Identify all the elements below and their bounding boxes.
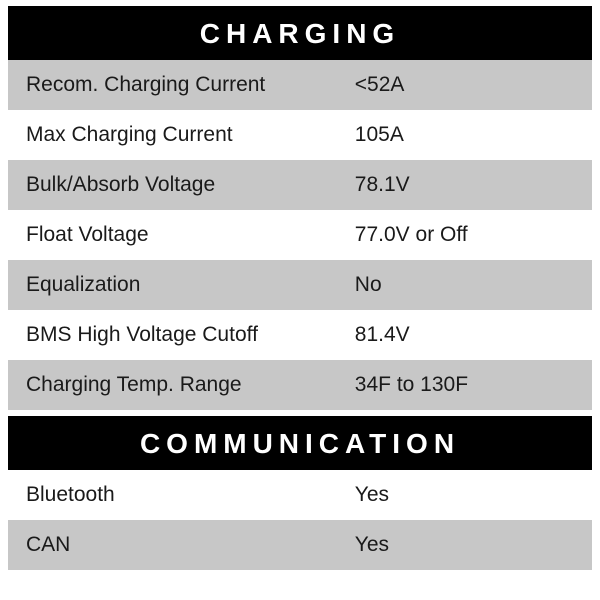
charging-rows: Recom. Charging Current<52AMax Charging … [8, 60, 592, 410]
row-value: 34F to 130F [355, 373, 574, 397]
row-label: Charging Temp. Range [26, 373, 355, 397]
row-value: 78.1V [355, 173, 574, 197]
table-row: Charging Temp. Range34F to 130F [8, 360, 592, 410]
table-row: BMS High Voltage Cutoff81.4V [8, 310, 592, 360]
communication-rows: BluetoothYesCANYes [8, 470, 592, 570]
row-value: Yes [355, 483, 574, 507]
table-row: BluetoothYes [8, 470, 592, 520]
row-value: Yes [355, 533, 574, 557]
row-label: Bulk/Absorb Voltage [26, 173, 355, 197]
row-label: Recom. Charging Current [26, 73, 355, 97]
table-row: Recom. Charging Current<52A [8, 60, 592, 110]
row-label: Max Charging Current [26, 123, 355, 147]
row-value: 105A [355, 123, 574, 147]
row-value: 81.4V [355, 323, 574, 347]
section-header-charging: CHARGING [8, 6, 592, 60]
row-label: CAN [26, 533, 355, 557]
row-label: Bluetooth [26, 483, 355, 507]
table-row: Max Charging Current105A [8, 110, 592, 160]
row-label: Equalization [26, 273, 355, 297]
section-header-communication: COMMUNICATION [8, 416, 592, 470]
table-row: CANYes [8, 520, 592, 570]
row-value: No [355, 273, 574, 297]
row-label: Float Voltage [26, 223, 355, 247]
table-row: Bulk/Absorb Voltage78.1V [8, 160, 592, 210]
row-value: 77.0V or Off [355, 223, 574, 247]
table-row: Float Voltage77.0V or Off [8, 210, 592, 260]
row-label: BMS High Voltage Cutoff [26, 323, 355, 347]
spec-table: CHARGING Recom. Charging Current<52AMax … [8, 6, 592, 570]
table-row: EqualizationNo [8, 260, 592, 310]
row-value: <52A [355, 73, 574, 97]
